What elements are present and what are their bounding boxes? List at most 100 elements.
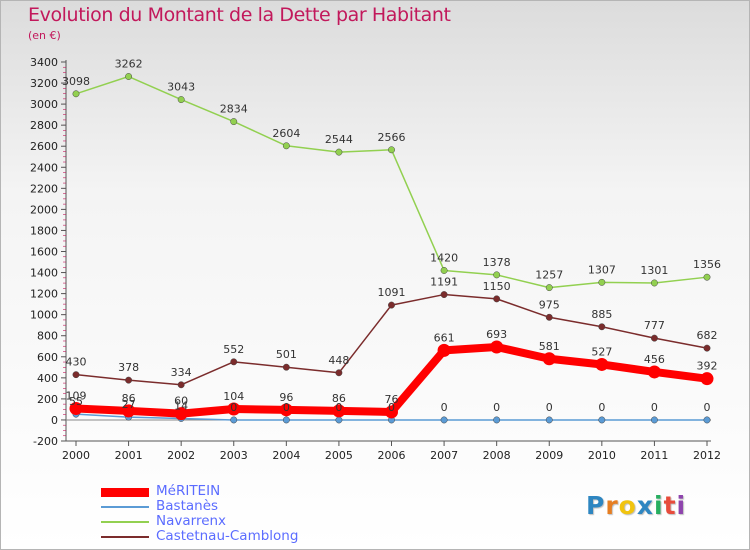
data-label: 27: [122, 398, 136, 411]
y-tick-label: 800: [37, 330, 58, 343]
data-point: [125, 376, 133, 384]
data-label: 1301: [640, 264, 668, 277]
data-label: 777: [644, 319, 665, 332]
x-tick-label: 2009: [535, 449, 563, 462]
data-point: [598, 323, 606, 331]
data-label: 1307: [588, 263, 616, 276]
data-point: [440, 416, 448, 424]
y-tick-label: 2000: [30, 203, 58, 216]
data-point: [227, 402, 241, 416]
data-point: [230, 416, 238, 424]
data-point: [335, 148, 343, 156]
data-point: [595, 357, 609, 371]
x-tick-label: 2005: [325, 449, 353, 462]
data-point: [177, 381, 185, 389]
data-point: [440, 267, 448, 274]
data-label: 1091: [378, 286, 406, 299]
data-point: [545, 313, 553, 321]
data-point: [72, 90, 80, 98]
data-label: 0: [441, 401, 448, 414]
chart-unit: (en €): [28, 29, 61, 42]
x-tick-label: 2003: [220, 449, 248, 462]
data-label: 86: [332, 392, 346, 405]
data-point: [493, 271, 501, 279]
data-label: 2566: [378, 131, 406, 144]
data-point: [230, 358, 238, 366]
data-point: [279, 403, 293, 417]
y-tick-label: 400: [37, 372, 58, 385]
x-tick-label: 2007: [430, 449, 458, 462]
data-point: [332, 404, 346, 418]
y-tick-label: 2800: [30, 119, 58, 132]
data-label: 3098: [62, 75, 90, 88]
y-tick-label: 0: [51, 414, 58, 427]
data-point: [69, 401, 83, 415]
data-label: 378: [118, 361, 139, 374]
data-label: 60: [174, 395, 188, 408]
data-point: [493, 416, 501, 424]
data-point: [230, 118, 238, 126]
data-point: [335, 369, 343, 377]
y-tick-label: 200: [37, 393, 58, 406]
data-point: [545, 416, 553, 424]
data-label: 661: [434, 331, 455, 344]
data-label: 1378: [483, 256, 511, 269]
data-point: [545, 284, 553, 292]
data-label: 693: [486, 328, 507, 341]
y-tick-label: 1400: [30, 267, 58, 280]
data-point: [650, 334, 658, 342]
data-label: 456: [644, 353, 665, 366]
x-tick-label: 2004: [272, 449, 300, 462]
y-tick-label: -200: [33, 435, 58, 448]
data-point: [385, 405, 398, 419]
data-label: 2544: [325, 133, 353, 146]
data-label: 76: [385, 393, 399, 406]
y-tick-label: 3400: [30, 56, 58, 69]
legend-swatch-castetnau-camblong: [101, 536, 149, 538]
legend-swatch-meritein: [101, 488, 149, 497]
data-label: 3262: [115, 58, 143, 71]
data-point: [598, 416, 606, 424]
data-label: 1257: [535, 269, 563, 282]
legend-label-castetnau-camblong: Castetnau-Camblong: [156, 528, 299, 544]
data-label: 501: [276, 348, 297, 361]
legend-swatch-navarrenx: [101, 521, 149, 523]
data-point: [282, 142, 290, 150]
data-point: [440, 291, 448, 299]
series-line: [75, 75, 708, 289]
x-tick-label: 2000: [62, 449, 90, 462]
data-label: 885: [591, 308, 612, 321]
data-point: [700, 372, 714, 386]
data-point: [122, 404, 136, 418]
data-point: [598, 278, 606, 286]
data-label: 14: [174, 399, 188, 412]
data-label: 55: [69, 395, 83, 408]
data-point: [388, 146, 395, 154]
data-label: 0: [493, 401, 500, 414]
data-label: 3043: [167, 81, 195, 94]
data-label: 0: [598, 401, 605, 414]
data-point: [650, 279, 658, 287]
data-point: [703, 273, 711, 281]
data-label: 1191: [430, 276, 458, 289]
data-label: 0: [704, 401, 711, 414]
data-label: 1420: [430, 251, 458, 264]
data-label: 552: [223, 343, 244, 356]
data-point: [493, 295, 501, 303]
data-label: 392: [697, 360, 718, 373]
x-tick-label: 2008: [483, 449, 511, 462]
data-label: 0: [546, 401, 553, 414]
data-label: 334: [171, 366, 192, 379]
data-label: 1356: [693, 258, 721, 271]
data-point: [125, 73, 133, 80]
data-point: [437, 343, 451, 357]
data-label: 581: [539, 340, 560, 353]
data-point: [650, 416, 658, 424]
data-label: 109: [66, 389, 87, 402]
y-tick-label: 600: [37, 351, 58, 364]
data-label: 0: [388, 401, 395, 414]
data-label: 0: [651, 401, 658, 414]
y-tick-label: 3000: [30, 98, 58, 111]
